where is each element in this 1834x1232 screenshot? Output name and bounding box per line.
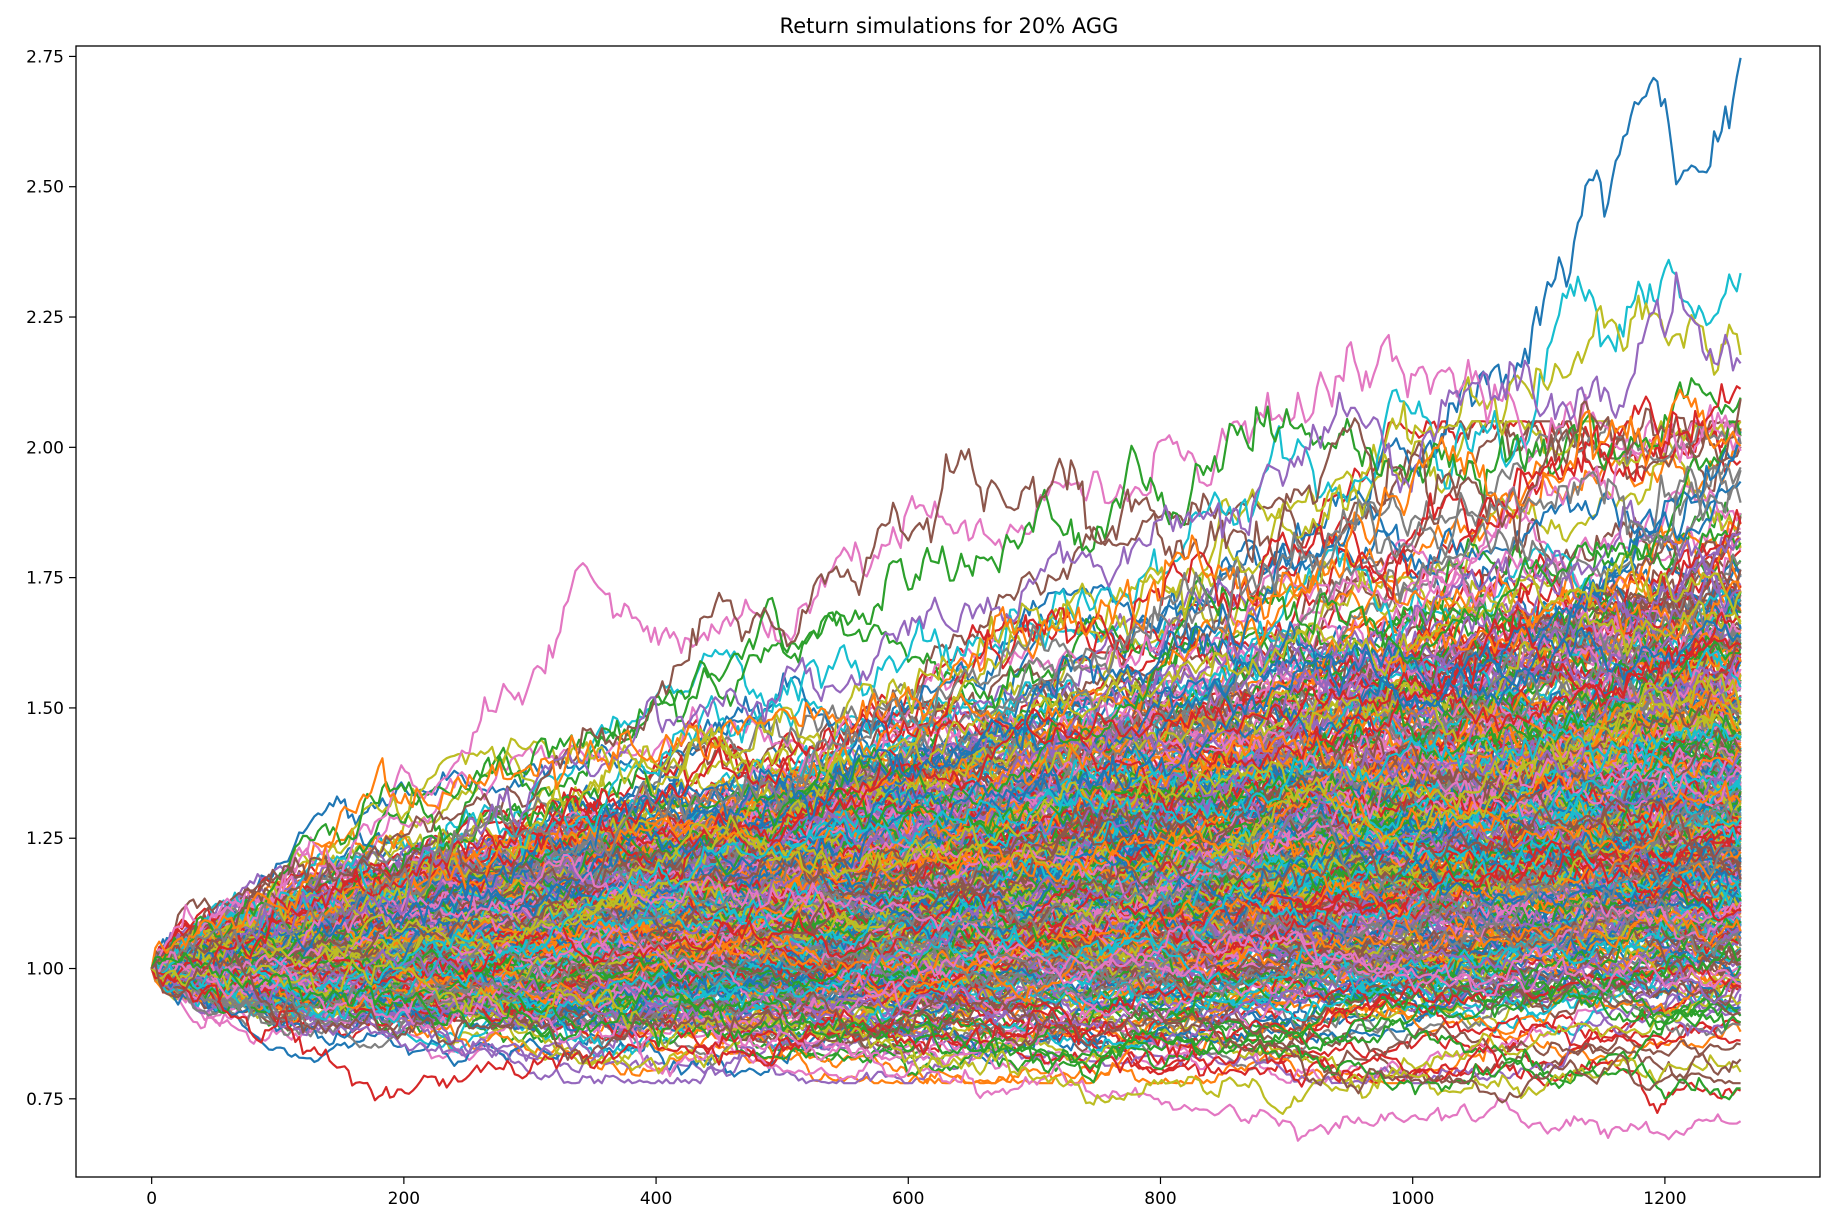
y-axis: 0.75 1.00 1.25 1.50 1.75 2.00 2.25 2.50 2.75: [26, 47, 76, 1110]
y-tick-label: 2.75: [26, 47, 64, 67]
series-line-312: [151, 601, 1742, 979]
series-line-512: [150, 958, 1742, 1115]
y-tick-label: 2.00: [26, 438, 64, 458]
series-line-514: [150, 952, 1742, 1104]
series-line-493: [151, 840, 1742, 989]
x-tick-label: 200: [388, 1189, 420, 1209]
series-line-494: [150, 654, 1742, 1032]
series-line-481: [150, 863, 1742, 1009]
series-line-508: [150, 388, 1742, 969]
plot-frame: [75, 45, 1821, 1178]
series-line-498: [151, 673, 1742, 970]
series-line-509: [150, 465, 1742, 974]
y-tick-label: 2.25: [26, 308, 64, 328]
series-line-513: [150, 952, 1741, 1101]
series-line-490: [151, 619, 1742, 1008]
y-tick-label: 1.50: [26, 699, 64, 719]
series-line-492: [150, 941, 1741, 1072]
series-line-502: [150, 294, 1742, 985]
series-line-491: [151, 780, 1742, 970]
series-line-81: [151, 967, 1742, 1085]
y-tick-label: 1.25: [26, 829, 64, 849]
x-tick-label: 800: [1144, 1189, 1176, 1209]
x-tick-label: 400: [640, 1189, 672, 1209]
series-line-505: [150, 398, 1742, 970]
x-tick-label: 600: [892, 1189, 924, 1209]
series-lines: [150, 57, 1742, 1142]
series-line-506: [151, 271, 1742, 986]
series-line-482: [150, 420, 1742, 970]
x-tick-label: 1000: [1391, 1189, 1434, 1209]
series-line-474: [151, 719, 1742, 972]
series-line-488: [151, 672, 1742, 984]
x-tick-label: 0: [146, 1189, 157, 1209]
series-line-499: [151, 722, 1742, 1001]
series-line-507: [150, 383, 1742, 987]
series-line-485: [150, 735, 1742, 969]
series-line-477: [150, 789, 1742, 1033]
series-line-510: [150, 967, 1742, 1114]
y-tick-label: 0.75: [26, 1090, 64, 1110]
series-line-503: [150, 333, 1742, 969]
chart-title: Return simulations for 20% AGG: [780, 14, 1119, 38]
x-tick-label: 1200: [1643, 1189, 1686, 1209]
y-tick-label: 1.00: [26, 960, 64, 980]
x-axis: 0 200 400 600 800 1000 1200: [146, 1177, 1687, 1209]
y-tick-label: 2.50: [26, 178, 64, 198]
series-line-501: [151, 258, 1742, 974]
series-line-457: [150, 420, 1742, 1025]
series-line-486: [151, 891, 1742, 1022]
series-line-476: [151, 746, 1742, 993]
series-line-449: [151, 789, 1742, 1057]
y-tick-label: 1.75: [26, 569, 64, 589]
series-line-495: [150, 798, 1742, 976]
